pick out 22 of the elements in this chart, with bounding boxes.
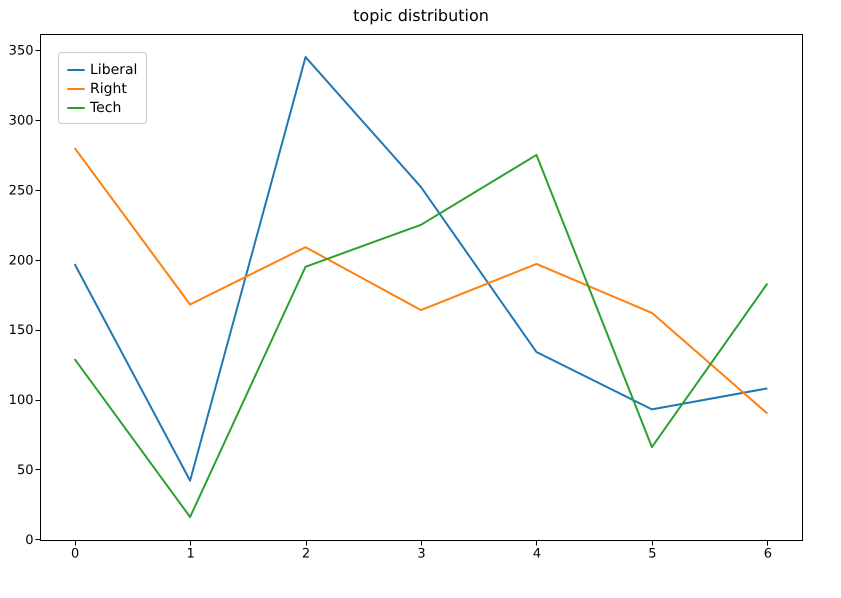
y-tick-label: 300 (8, 113, 34, 128)
y-tick-label: 350 (8, 44, 34, 59)
line-series (74, 154, 768, 518)
x-tick-label: 1 (186, 546, 195, 562)
y-tick-label: 250 (8, 183, 34, 198)
legend-label: Right (90, 81, 128, 97)
legend-label: Liberal (90, 62, 138, 78)
x-tick-label: 0 (70, 546, 80, 562)
legend-label: Tech (89, 100, 122, 116)
y-tick-label: 100 (8, 393, 34, 408)
x-tick-label: 5 (648, 546, 657, 562)
line-series (74, 146, 768, 415)
y-tick-label: 50 (16, 462, 34, 478)
x-tick-label: 6 (764, 546, 772, 562)
x-tick-label: 2 (302, 546, 310, 562)
y-tick-label: 150 (8, 323, 34, 338)
y-tick-label: 0 (25, 532, 34, 548)
chart-title: topic distribution (353, 6, 489, 25)
y-tick-label: 200 (8, 253, 34, 268)
line-series (74, 56, 768, 482)
x-tick-label: 4 (532, 546, 542, 562)
x-tick-label: 3 (417, 546, 426, 562)
